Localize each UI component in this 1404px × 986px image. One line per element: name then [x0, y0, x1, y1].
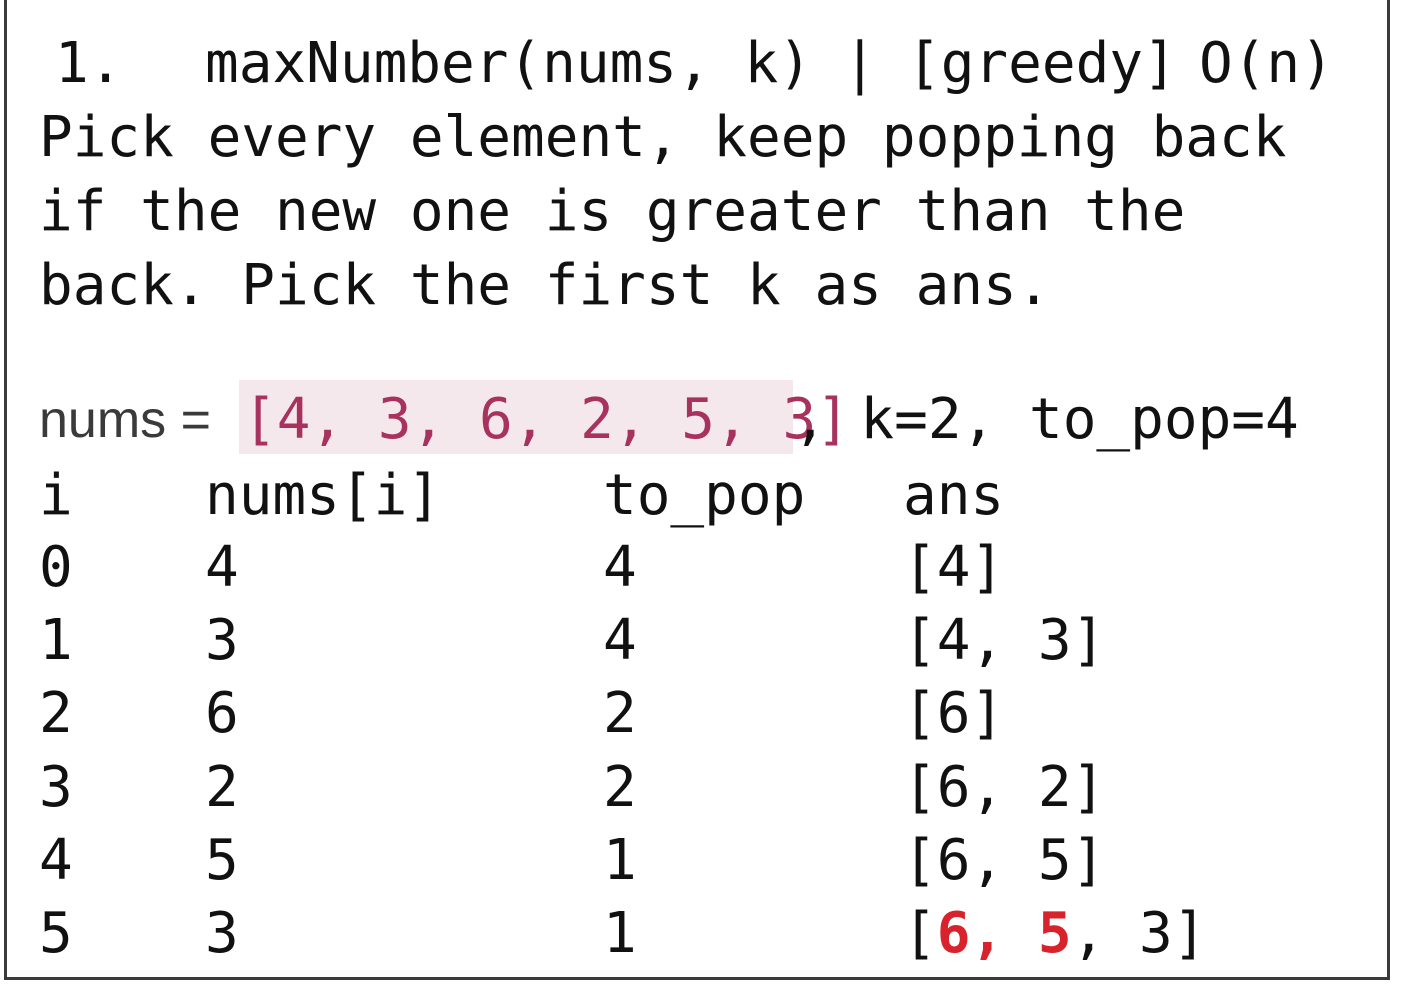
- cell-nums-i: 4: [205, 535, 239, 600]
- cell-i: 2: [39, 681, 73, 746]
- heading-separator: |: [843, 31, 877, 96]
- cell-ans: [6]: [903, 681, 1005, 746]
- nums-label: nums =: [39, 391, 211, 449]
- final-ans-rest: , 3]: [1071, 901, 1207, 966]
- cell-ans: [4, 3]: [903, 608, 1106, 673]
- final-ans-picked-first: 6,: [936, 901, 1005, 966]
- cell-i: 1: [39, 608, 73, 673]
- description-line-3: back. Pick the first k as ans.: [39, 253, 1051, 318]
- cell-i: 3: [39, 755, 73, 820]
- cell-ans: [6, 5]: [903, 828, 1106, 893]
- heading-complexity: O(n): [1199, 31, 1334, 96]
- final-ans-picked-second: 5: [1037, 901, 1072, 966]
- cell-nums-i: 3: [205, 608, 239, 673]
- cell-to-pop: 2: [603, 755, 637, 820]
- cell-to-pop: 2: [603, 681, 637, 746]
- nums-value: [4, 3, 6, 2, 5, 3]: [243, 387, 850, 452]
- cell-i: 4: [39, 828, 73, 893]
- cell-i: 5: [39, 901, 73, 966]
- cell-ans: [4]: [903, 535, 1005, 600]
- description-line-2: if the new one is greater than the: [39, 179, 1186, 244]
- cell-i: 0: [39, 535, 73, 600]
- cell-nums-i: 5: [205, 828, 239, 893]
- cell-to-pop: 4: [603, 608, 637, 673]
- heading-signature: maxNumber(nums, k): [205, 31, 812, 96]
- cell-to-pop: 4: [603, 535, 637, 600]
- final-ans-open: [: [903, 901, 937, 966]
- header-to-pop: to_pop: [603, 463, 806, 528]
- cell-to-pop: 1: [603, 901, 637, 966]
- description-line-1: Pick every element, keep popping back: [39, 105, 1287, 170]
- header-ans: ans: [903, 463, 1005, 528]
- heading-number: 1.: [55, 31, 123, 96]
- cell-nums-i: 2: [205, 755, 239, 820]
- cell-ans: [6, 2]: [903, 755, 1106, 820]
- header-nums-i: nums[i]: [205, 463, 442, 528]
- nums-highlight: [239, 380, 793, 454]
- example-params: , k=2, to_pop=4: [793, 387, 1299, 452]
- final-ans: [6, 5, 3]: [903, 906, 1206, 962]
- slide-card: 1. maxNumber(nums, k) | [greedy] O(n) Pi…: [4, 0, 1390, 980]
- header-i: i: [39, 463, 73, 528]
- cell-nums-i: 6: [205, 681, 239, 746]
- heading-tag: [greedy]: [907, 31, 1177, 96]
- cell-nums-i: 3: [205, 901, 239, 966]
- cell-to-pop: 1: [603, 828, 637, 893]
